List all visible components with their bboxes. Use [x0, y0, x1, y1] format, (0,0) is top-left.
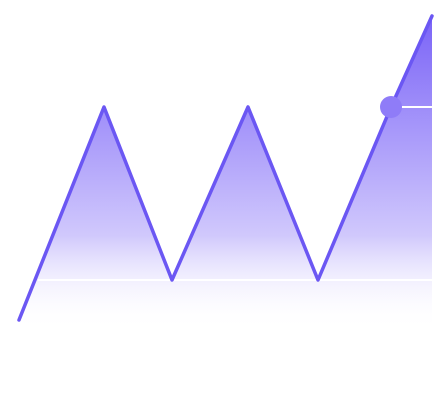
area-fill — [19, 16, 432, 330]
area-layer — [19, 16, 432, 330]
marker-layer — [380, 96, 402, 118]
highlight-marker[interactable] — [380, 96, 402, 118]
